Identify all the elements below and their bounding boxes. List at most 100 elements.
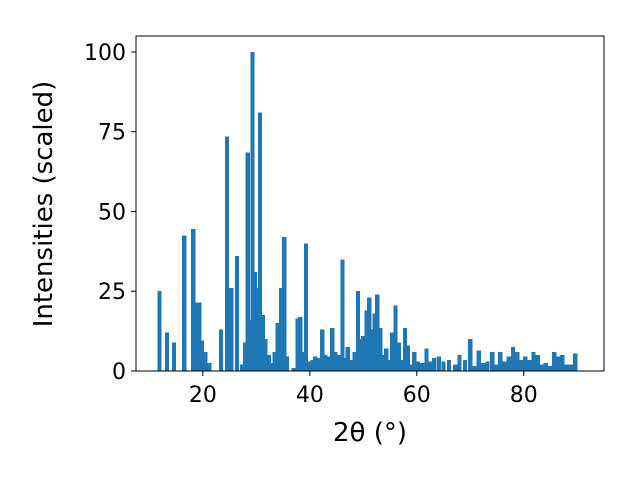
bar xyxy=(498,351,503,371)
bar xyxy=(393,305,398,371)
bar xyxy=(457,355,462,371)
bar xyxy=(303,243,309,371)
bar xyxy=(367,297,372,371)
bar xyxy=(411,351,417,371)
bar xyxy=(355,291,361,371)
bar xyxy=(462,359,468,371)
bar xyxy=(199,340,204,371)
bar xyxy=(428,361,433,371)
bar xyxy=(568,364,573,371)
bar xyxy=(436,356,441,371)
bar xyxy=(333,351,338,371)
bar xyxy=(378,327,383,371)
y-tick-label: 0 xyxy=(112,360,126,385)
bar xyxy=(282,237,287,371)
x-tick-label: 60 xyxy=(403,383,431,408)
bar xyxy=(330,327,335,371)
bar xyxy=(284,356,289,371)
bar xyxy=(555,356,561,371)
bar xyxy=(564,364,569,371)
bar xyxy=(298,316,303,371)
bar xyxy=(369,329,375,371)
bar xyxy=(307,361,312,371)
plot-frame xyxy=(135,35,605,372)
bar xyxy=(252,272,257,371)
bar xyxy=(490,351,495,371)
x-axis: 20 40 60 80 xyxy=(189,371,538,408)
bar xyxy=(310,359,315,371)
bar xyxy=(420,363,425,371)
y-tick-label: 25 xyxy=(98,280,126,305)
bar xyxy=(441,361,446,371)
bar xyxy=(247,319,253,371)
bar xyxy=(242,342,248,371)
x-axis-label: 2θ (°) xyxy=(333,418,407,448)
bar xyxy=(316,358,321,371)
bar xyxy=(239,364,245,371)
bar xyxy=(510,347,516,371)
bar xyxy=(337,355,342,371)
y-axis: 0 25 50 75 100 xyxy=(84,41,136,385)
bar xyxy=(519,359,524,371)
x-tick-label: 80 xyxy=(510,383,538,408)
bar xyxy=(539,364,544,371)
bar xyxy=(572,353,578,371)
bar xyxy=(313,356,318,371)
bar xyxy=(229,288,234,371)
bar xyxy=(386,359,392,371)
bar xyxy=(543,363,548,371)
bar xyxy=(342,358,348,371)
bar xyxy=(372,313,377,371)
bar xyxy=(325,356,331,371)
bar xyxy=(405,345,410,371)
bar xyxy=(218,329,224,371)
bar xyxy=(399,359,404,371)
bar xyxy=(295,318,300,371)
bar xyxy=(263,339,268,371)
bar xyxy=(408,364,414,371)
bar xyxy=(375,294,380,371)
bar xyxy=(431,358,437,371)
y-tick-label: 75 xyxy=(98,121,126,146)
bar xyxy=(224,136,230,371)
bar xyxy=(402,327,408,371)
bar xyxy=(196,302,202,371)
bar xyxy=(476,350,481,371)
bar xyxy=(349,359,354,371)
bar xyxy=(171,342,177,371)
bar xyxy=(547,366,553,371)
bar xyxy=(424,348,429,371)
bar xyxy=(255,288,260,371)
bar xyxy=(480,363,486,371)
bar xyxy=(552,351,557,371)
bar xyxy=(502,361,507,371)
bar xyxy=(415,361,421,371)
bar xyxy=(535,355,540,371)
bar xyxy=(485,361,490,371)
bar xyxy=(203,351,208,371)
bar xyxy=(257,112,263,371)
bar xyxy=(207,363,212,371)
bar xyxy=(380,355,386,371)
bar xyxy=(358,339,363,371)
bar xyxy=(245,152,250,371)
bar xyxy=(523,356,528,371)
bar xyxy=(278,288,284,371)
bar xyxy=(250,51,255,371)
y-axis-label: Intensities (scaled) xyxy=(29,81,59,328)
bar xyxy=(453,364,458,371)
bar xyxy=(272,351,277,371)
bar xyxy=(526,359,532,371)
bar xyxy=(506,356,511,371)
bar xyxy=(345,347,350,371)
bar xyxy=(164,332,170,371)
bar xyxy=(301,351,306,371)
bar xyxy=(266,355,271,371)
bar xyxy=(275,323,280,371)
bar xyxy=(364,310,369,371)
y-tick-label: 50 xyxy=(98,200,126,225)
bar xyxy=(446,359,452,371)
bar xyxy=(260,315,265,371)
